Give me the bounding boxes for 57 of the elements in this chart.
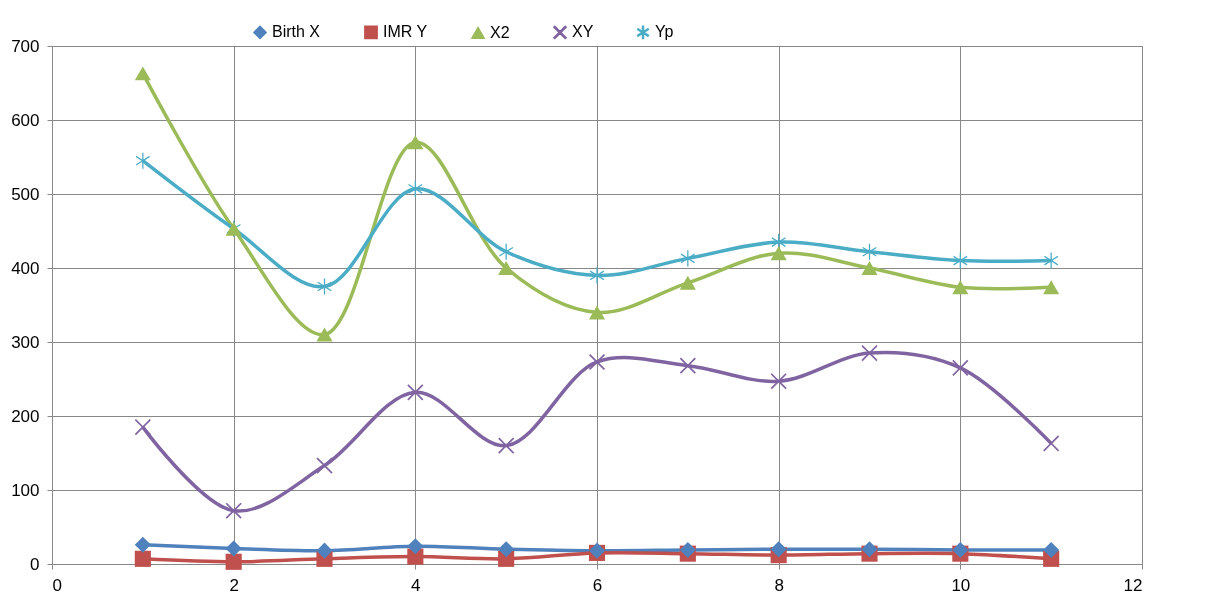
point	[588, 305, 606, 320]
x-tick-label: 0	[52, 575, 62, 595]
y-tick-label: 100	[11, 480, 40, 500]
point	[498, 541, 515, 558]
point	[680, 250, 695, 267]
point	[861, 541, 878, 558]
point	[679, 275, 696, 290]
point	[679, 541, 696, 558]
point	[225, 553, 242, 570]
y-tick-label: 400	[11, 258, 40, 278]
point	[225, 502, 242, 519]
point	[770, 373, 787, 390]
point	[953, 252, 968, 269]
point	[589, 267, 605, 284]
x-tick-label: 12	[1123, 575, 1143, 595]
legend-label: IMR Y	[383, 23, 428, 41]
point	[316, 457, 333, 474]
point	[861, 261, 878, 275]
point	[1043, 435, 1060, 452]
point	[134, 66, 151, 81]
point	[770, 541, 787, 558]
point	[1044, 252, 1059, 269]
x-tick-label: 10	[951, 575, 971, 595]
point	[1043, 280, 1060, 295]
x-tick-label: 6	[592, 575, 603, 595]
point	[408, 180, 423, 197]
point	[316, 542, 333, 559]
point	[952, 280, 969, 295]
y-tick-label: 0	[30, 554, 40, 574]
point	[225, 540, 242, 557]
point	[499, 243, 514, 260]
point	[407, 538, 424, 555]
y-tick-label: 700	[11, 36, 40, 56]
legend-label: X2	[490, 23, 510, 41]
point	[134, 550, 151, 567]
y-tick-label: 500	[11, 184, 40, 204]
legend-label: XY	[572, 23, 594, 41]
point	[588, 353, 606, 371]
x-tick-label: 4	[411, 575, 421, 595]
point	[407, 135, 424, 150]
point	[770, 246, 787, 261]
legend-label: Yp	[655, 23, 674, 41]
x-tick-label: 2	[229, 575, 239, 595]
y-tick-label: 600	[11, 110, 40, 130]
point	[135, 152, 150, 169]
point	[134, 419, 151, 436]
point	[952, 541, 969, 558]
point	[316, 327, 333, 342]
y-tick-label: 200	[11, 406, 40, 426]
point	[134, 536, 151, 553]
legend-label: Birth X	[272, 23, 321, 41]
point	[1043, 541, 1060, 558]
point	[407, 384, 424, 401]
x-tick-label: 8	[774, 575, 784, 595]
y-tick-label: 300	[11, 332, 40, 352]
point	[862, 243, 877, 260]
point	[679, 357, 696, 374]
